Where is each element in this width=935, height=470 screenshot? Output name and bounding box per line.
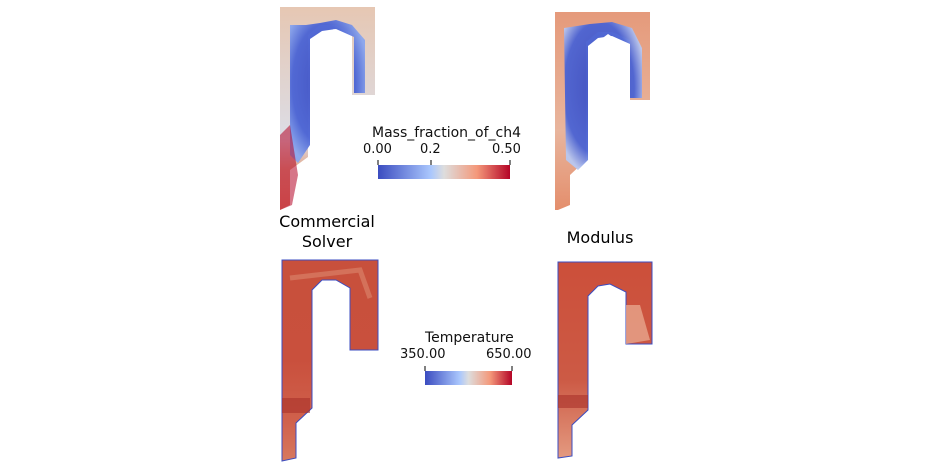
caption-commercial-solver: Commercial Solver xyxy=(279,212,375,251)
temperature-colorbar-tick-max: 650.00 xyxy=(486,347,532,362)
ch4-colorbar-tick-min: 0.00 xyxy=(363,142,392,157)
ch4-colorbar-title: Mass_fraction_of_ch4 xyxy=(372,125,521,141)
ch4-modulus-field xyxy=(555,12,650,210)
temperature-commercial-panel xyxy=(270,258,385,463)
ch4-colorbar-tick-max: 0.50 xyxy=(492,142,521,157)
temperature-colorbar-tick-min: 350.00 xyxy=(400,347,446,362)
ch4-commercial-field xyxy=(280,7,375,210)
temperature-modulus-panel xyxy=(550,260,660,465)
inner-wall xyxy=(328,284,340,348)
temperature-modulus-field xyxy=(557,261,653,459)
temperature-commercial-field xyxy=(281,259,379,462)
ch4-commercial-panel xyxy=(270,5,385,215)
ch4-modulus-panel xyxy=(550,10,660,215)
temperature-colorbar: Temperature 350.00 650.00 xyxy=(400,330,540,390)
temperature-colorbar-graphic xyxy=(424,366,513,385)
ch4-colorbar-graphic xyxy=(377,160,511,179)
ch4-colorbar-tick-mid: 0.2 xyxy=(420,142,441,157)
caption-modulus: Modulus xyxy=(566,228,634,247)
ch4-colorbar: Mass_fraction_of_ch4 0.00 0.2 0.50 xyxy=(355,125,530,185)
inner-wall xyxy=(328,29,340,95)
inner-wall xyxy=(600,286,612,344)
temperature-colorbar-title: Temperature xyxy=(425,330,514,346)
inner-wall xyxy=(600,34,614,100)
